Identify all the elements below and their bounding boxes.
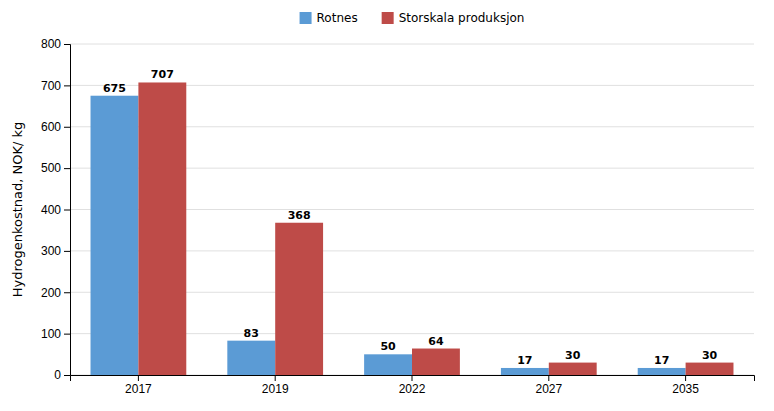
bar xyxy=(138,82,186,375)
y-tick-label: 500 xyxy=(41,161,61,175)
y-tick-label: 800 xyxy=(41,37,61,51)
bars xyxy=(91,82,734,375)
y-tick: 300 xyxy=(41,244,70,258)
bar xyxy=(364,354,412,375)
y-tick-label: 400 xyxy=(41,203,61,217)
bar xyxy=(501,368,549,375)
y-tick: 600 xyxy=(41,120,70,134)
legend-swatch xyxy=(382,12,394,24)
y-tick-label: 200 xyxy=(41,286,61,300)
y-tick-mark xyxy=(64,44,70,45)
bar xyxy=(91,96,139,375)
data-label: 17 xyxy=(517,354,532,367)
x-tick-label: 2035 xyxy=(672,382,699,396)
y-tick-mark xyxy=(64,292,70,293)
data-label: 707 xyxy=(151,68,174,81)
x-axis: 2017 2019 2022 2027 2035 xyxy=(71,375,755,396)
legend-item: Rotnes xyxy=(300,11,358,25)
x-tick: 2035 xyxy=(672,375,699,396)
x-tick: 2027 xyxy=(535,375,562,396)
y-tick-mark xyxy=(64,251,70,252)
x-tick-mark xyxy=(412,375,413,381)
data-labels: 675 83 50 17 17 707 368 64 30 30 xyxy=(103,68,718,366)
x-tick-mark xyxy=(275,375,276,381)
y-tick-label: 300 xyxy=(41,244,61,258)
x-tick-label: 2027 xyxy=(535,382,562,396)
y-axis-title: Hydrogenkostnad, NOK/ kg xyxy=(10,122,25,298)
y-tick: 400 xyxy=(41,203,70,217)
chart: 2017 2019 2022 2027 2035 0 100 200 300 400 500 600 7… xyxy=(0,0,774,411)
x-tick: 2017 xyxy=(125,375,152,396)
y-tick: 500 xyxy=(41,161,70,175)
x-tick-label: 2019 xyxy=(262,382,289,396)
y-tick-mark xyxy=(64,334,70,335)
bar xyxy=(227,341,275,375)
legend-item: Storskala produksjon xyxy=(382,11,525,25)
data-label: 30 xyxy=(702,349,718,362)
y-tick-label: 100 xyxy=(41,327,61,341)
data-label-series: 675 83 50 17 17 xyxy=(103,82,669,367)
y-tick: 200 xyxy=(41,286,70,300)
x-tick-mark xyxy=(548,375,549,381)
legend-label: Storskala produksjon xyxy=(399,11,525,25)
data-label: 675 xyxy=(103,82,126,95)
bar xyxy=(549,363,597,375)
data-label-series: 707 368 64 30 30 xyxy=(151,68,718,361)
x-tick: 2019 xyxy=(262,375,289,396)
data-label: 30 xyxy=(565,349,581,362)
data-label: 50 xyxy=(380,340,396,353)
y-tick-mark xyxy=(64,210,70,211)
x-tick-label: 2017 xyxy=(125,382,152,396)
y-tick-mark xyxy=(64,375,70,376)
data-label: 17 xyxy=(654,354,669,367)
y-tick: 0 xyxy=(54,368,70,382)
x-tick-mark xyxy=(138,375,139,381)
y-tick-mark xyxy=(64,85,70,86)
bar xyxy=(275,223,323,375)
data-label: 64 xyxy=(428,335,444,348)
y-tick-label: 700 xyxy=(41,79,61,93)
bar xyxy=(412,349,460,375)
y-tick-label: 0 xyxy=(54,368,61,382)
bar-series xyxy=(138,82,733,375)
y-tick: 800 xyxy=(41,37,70,51)
y-tick-mark xyxy=(64,168,70,169)
data-label: 83 xyxy=(244,327,259,340)
data-label: 368 xyxy=(288,209,311,222)
bar xyxy=(686,363,734,375)
grid xyxy=(70,44,754,375)
x-tick-label: 2022 xyxy=(399,382,426,396)
legend-swatch xyxy=(300,12,312,24)
bar xyxy=(638,368,686,375)
y-axis: 0 100 200 300 400 500 600 700 800 xyxy=(41,37,71,382)
x-tick: 2022 xyxy=(399,375,426,396)
x-tick-mark xyxy=(685,375,686,381)
y-tick-mark xyxy=(64,127,70,128)
plot: 2017 2019 2022 2027 2035 0 100 200 300 400 500 600 7… xyxy=(41,37,755,395)
legend: Rotnes Storskala produksjon xyxy=(300,11,525,25)
y-tick: 100 xyxy=(41,327,70,341)
grid-line xyxy=(70,44,754,45)
y-tick-label: 600 xyxy=(41,120,61,134)
x-axis-line xyxy=(71,376,755,382)
y-axis-line xyxy=(64,45,71,376)
y-tick: 700 xyxy=(41,79,70,93)
legend-label: Rotnes xyxy=(317,11,358,25)
